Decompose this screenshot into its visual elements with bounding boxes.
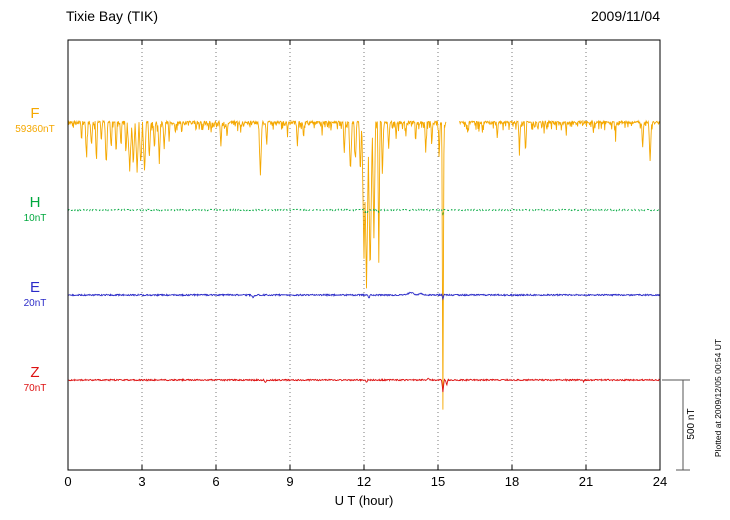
series-offset-h: 10nT [23,213,47,224]
traces [67,119,661,410]
series-label-f: F 59360nT [6,106,64,136]
trace-H [67,208,661,216]
series-letter-f: F [30,105,40,122]
trace-Z [67,377,661,393]
series-letter-h: H [29,194,41,211]
plotted-at-note: Plotted at 2009/12/05 00:54 UT [713,338,723,458]
series-label-e: E 20nT [6,280,64,310]
x-tick-label: 12 [357,474,371,489]
scale-bar [662,379,690,471]
x-tick-label: 9 [286,474,293,489]
series-offset-z: 70nT [23,383,47,394]
x-tick-label: 3 [138,474,145,489]
x-tick-label: 21 [579,474,593,489]
chart-date: 2009/11/04 [590,8,660,24]
series-offset-e: 20nT [23,298,47,309]
x-tick-label: 18 [505,474,519,489]
series-letter-e: E [29,279,40,296]
x-axis-label: U T (hour) [334,493,394,508]
x-tick-label: 24 [653,474,667,489]
trace-F [67,119,661,410]
x-tick-label: 15 [431,474,445,489]
series-letter-z: Z [30,364,40,381]
scale-bar-label: 500 nT [686,408,697,440]
x-tick-label: 0 [64,474,71,489]
trace-E [67,291,661,301]
x-tick-label: 6 [212,474,219,489]
series-offset-f: 59360nT [15,124,55,135]
series-label-z: Z 70nT [6,365,64,395]
x-ticks: 0 3 6 9 12 15 18 21 24 [64,40,667,489]
chart-title: Tixie Bay (TIK) [66,8,159,24]
series-label-h: H 10nT [6,195,64,225]
